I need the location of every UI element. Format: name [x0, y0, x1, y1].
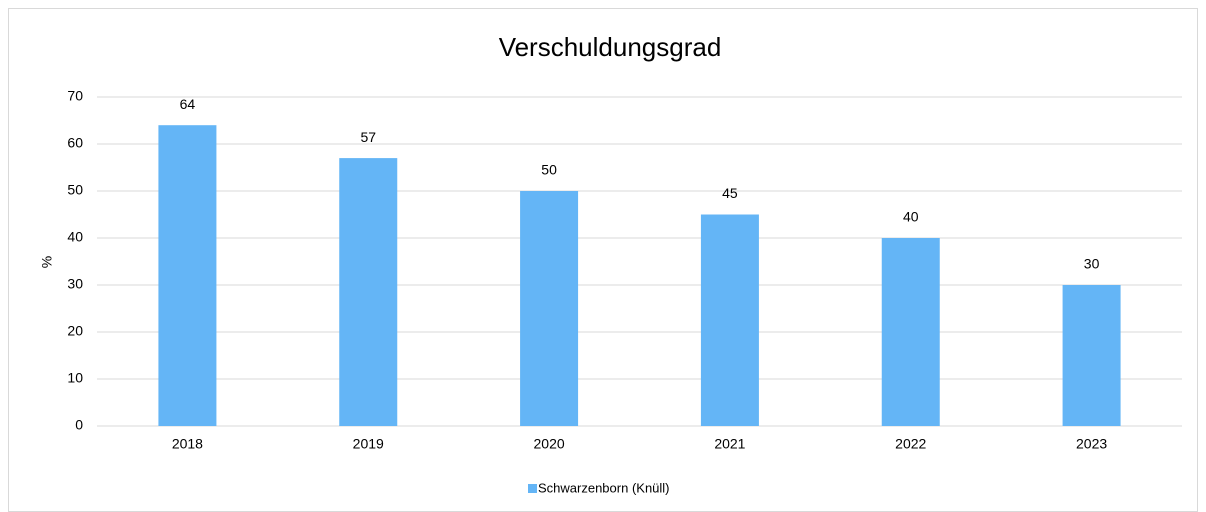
x-tick-label: 2022: [895, 436, 926, 452]
y-tick-label: 30: [67, 276, 83, 292]
bar: [520, 191, 579, 426]
data-label: 45: [722, 185, 738, 201]
bar: [881, 238, 940, 426]
data-label: 30: [1084, 256, 1100, 272]
bar: [700, 214, 759, 426]
chart-title: Verschuldungsgrad: [499, 32, 722, 62]
bar: [1062, 285, 1121, 426]
data-label: 50: [541, 162, 557, 178]
x-tick-label: 2021: [714, 436, 745, 452]
y-tick-label: 10: [67, 370, 83, 386]
x-tick-label: 2019: [353, 436, 384, 452]
data-label: 57: [360, 129, 376, 145]
y-tick-label: 0: [75, 417, 83, 433]
data-label: 64: [180, 96, 196, 112]
bar: [339, 158, 398, 426]
y-tick-label: 20: [67, 323, 83, 339]
x-tick-label: 2023: [1076, 436, 1107, 452]
y-tick-label: 40: [67, 229, 83, 245]
legend-swatch: [528, 484, 537, 493]
y-tick-label: 60: [67, 135, 83, 151]
data-label: 40: [903, 209, 919, 225]
x-tick-label: 2018: [172, 436, 203, 452]
legend-label: Schwarzenborn (Knüll): [538, 480, 670, 495]
x-tick-label: 2020: [534, 436, 565, 452]
y-axis-label: %: [39, 256, 55, 268]
y-tick-label: 70: [67, 88, 83, 104]
y-tick-label: 50: [67, 182, 83, 198]
bar: [158, 125, 217, 426]
